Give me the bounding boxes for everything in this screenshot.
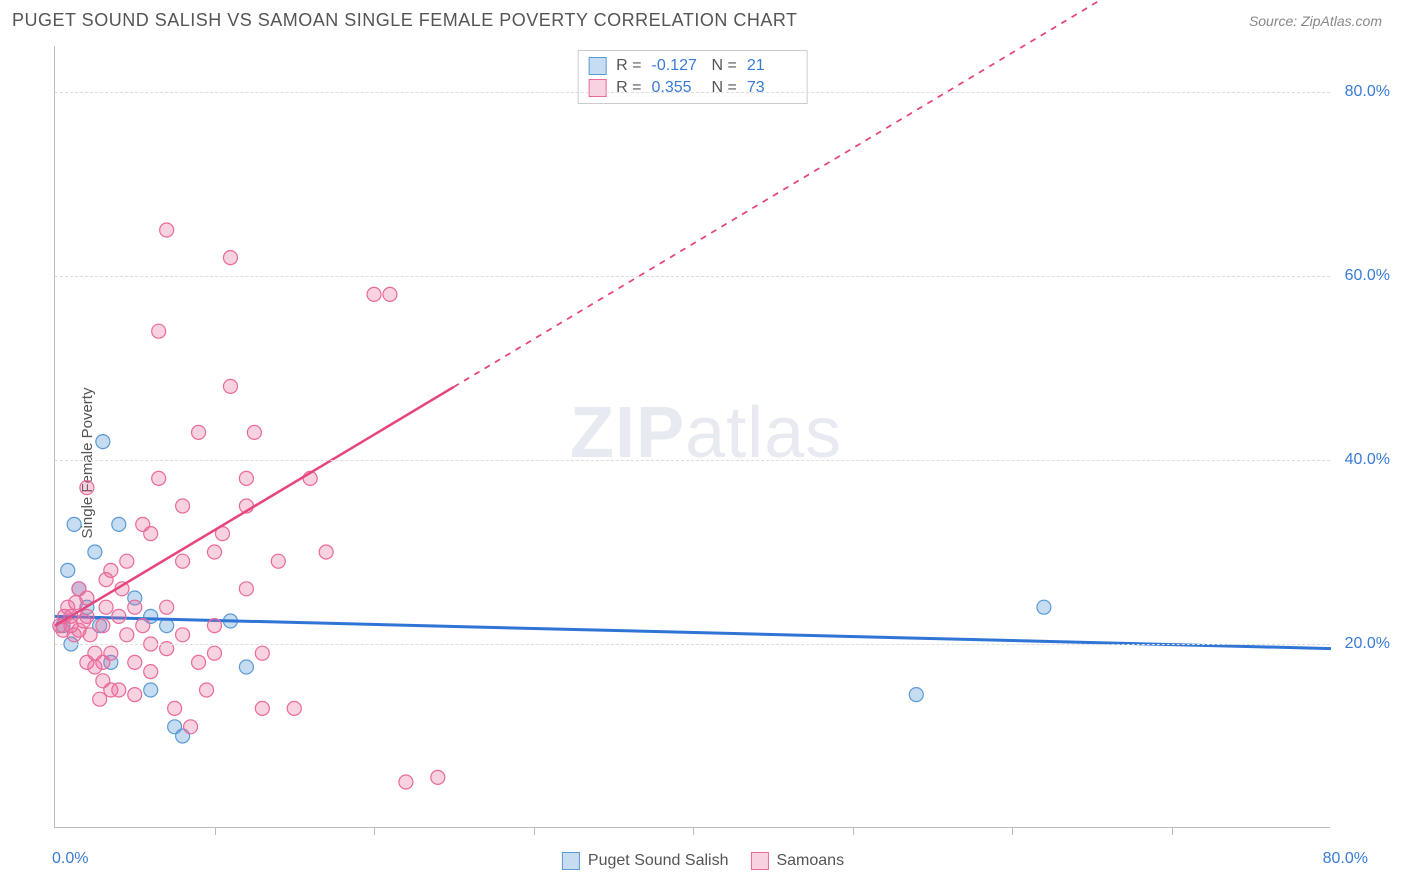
x-tick <box>374 827 375 835</box>
scatter-point <box>120 628 134 642</box>
scatter-point <box>192 425 206 439</box>
scatter-point <box>319 545 333 559</box>
scatter-point <box>104 563 118 577</box>
legend-label: Puget Sound Salish <box>588 852 729 870</box>
scatter-point <box>239 582 253 596</box>
scatter-point <box>176 628 190 642</box>
stats-row: R = 0.355 N = 73 <box>588 77 797 99</box>
legend-item: Puget Sound Salish <box>562 852 729 870</box>
legend-swatch <box>750 852 768 870</box>
scatter-point <box>128 655 142 669</box>
stats-n-value: 73 <box>747 79 797 97</box>
scatter-point <box>200 683 214 697</box>
stats-r-value: -0.127 <box>652 57 702 75</box>
scatter-point <box>208 646 222 660</box>
scatter-point <box>239 660 253 674</box>
scatter-point <box>287 701 301 715</box>
scatter-point <box>80 481 94 495</box>
legend-label: Samoans <box>776 852 844 870</box>
chart-header: PUGET SOUND SALISH VS SAMOAN SINGLE FEMA… <box>0 0 1406 39</box>
legend-item: Samoans <box>750 852 844 870</box>
scatter-point <box>112 609 126 623</box>
scatter-point <box>192 655 206 669</box>
scatter-point <box>247 425 261 439</box>
trend-line-solid <box>55 387 454 626</box>
scatter-point <box>208 545 222 559</box>
scatter-point <box>383 287 397 301</box>
x-tick <box>693 827 694 835</box>
scatter-point <box>88 545 102 559</box>
scatter-point <box>168 701 182 715</box>
scatter-point <box>144 665 158 679</box>
stats-row: R = -0.127 N = 21 <box>588 55 797 77</box>
scatter-point <box>176 499 190 513</box>
scatter-point <box>83 628 97 642</box>
scatter-point <box>255 701 269 715</box>
scatter-point <box>152 471 166 485</box>
scatter-point <box>399 775 413 789</box>
scatter-point <box>152 324 166 338</box>
scatter-point <box>136 619 150 633</box>
gridline-horizontal <box>55 644 1330 645</box>
scatter-point <box>67 517 81 531</box>
scatter-point <box>367 287 381 301</box>
scatter-point <box>160 223 174 237</box>
scatter-point <box>223 251 237 265</box>
scatter-point <box>112 683 126 697</box>
y-tick-label: 80.0% <box>1345 83 1390 101</box>
scatter-point <box>184 720 198 734</box>
scatter-point <box>112 517 126 531</box>
scatter-point <box>96 435 110 449</box>
scatter-point <box>160 600 174 614</box>
scatter-point <box>271 554 285 568</box>
stats-swatch <box>588 79 606 97</box>
stats-box: R = -0.127 N = 21 R = 0.355 N = 73 <box>577 50 808 104</box>
scatter-point <box>208 619 222 633</box>
scatter-point <box>431 770 445 784</box>
scatter-point <box>255 646 269 660</box>
x-tick <box>1172 827 1173 835</box>
scatter-point <box>80 609 94 623</box>
scatter-point <box>1037 600 1051 614</box>
scatter-point <box>61 563 75 577</box>
bottom-legend: Puget Sound Salish Samoans <box>562 852 844 870</box>
chart-source: Source: ZipAtlas.com <box>1249 13 1382 29</box>
stats-swatch <box>588 57 606 75</box>
x-origin-label: 0.0% <box>52 850 88 868</box>
scatter-point <box>144 527 158 541</box>
scatter-point <box>104 646 118 660</box>
scatter-point <box>96 619 110 633</box>
gridline-horizontal <box>55 92 1330 93</box>
scatter-point <box>99 600 113 614</box>
x-max-label: 80.0% <box>1323 850 1368 868</box>
y-tick-label: 40.0% <box>1345 451 1390 469</box>
stats-r-label: R = <box>616 57 641 75</box>
stats-n-label: N = <box>712 57 737 75</box>
chart-container: Single Female Poverty ZIPatlas R =-0.127… <box>12 46 1394 880</box>
scatter-point <box>128 688 142 702</box>
scatter-point <box>239 471 253 485</box>
legend-swatch <box>562 852 580 870</box>
scatter-point <box>176 554 190 568</box>
stats-r-label: R = <box>616 79 641 97</box>
scatter-point <box>909 688 923 702</box>
scatter-point <box>120 554 134 568</box>
stats-n-label: N = <box>712 79 737 97</box>
x-tick <box>215 827 216 835</box>
scatter-point <box>144 683 158 697</box>
stats-r-value: 0.355 <box>652 79 702 97</box>
x-tick <box>1012 827 1013 835</box>
x-tick <box>534 827 535 835</box>
x-tick <box>853 827 854 835</box>
scatter-point <box>128 600 142 614</box>
chart-title: PUGET SOUND SALISH VS SAMOAN SINGLE FEMA… <box>12 10 798 31</box>
gridline-horizontal <box>55 460 1330 461</box>
y-tick-label: 60.0% <box>1345 267 1390 285</box>
plot-svg <box>55 46 1330 827</box>
stats-n-value: 21 <box>747 57 797 75</box>
gridline-horizontal <box>55 276 1330 277</box>
y-tick-label: 20.0% <box>1345 635 1390 653</box>
scatter-point <box>223 379 237 393</box>
plot-area: ZIPatlas R =-0.127N =21R =0.355N =73 20.… <box>54 46 1330 828</box>
